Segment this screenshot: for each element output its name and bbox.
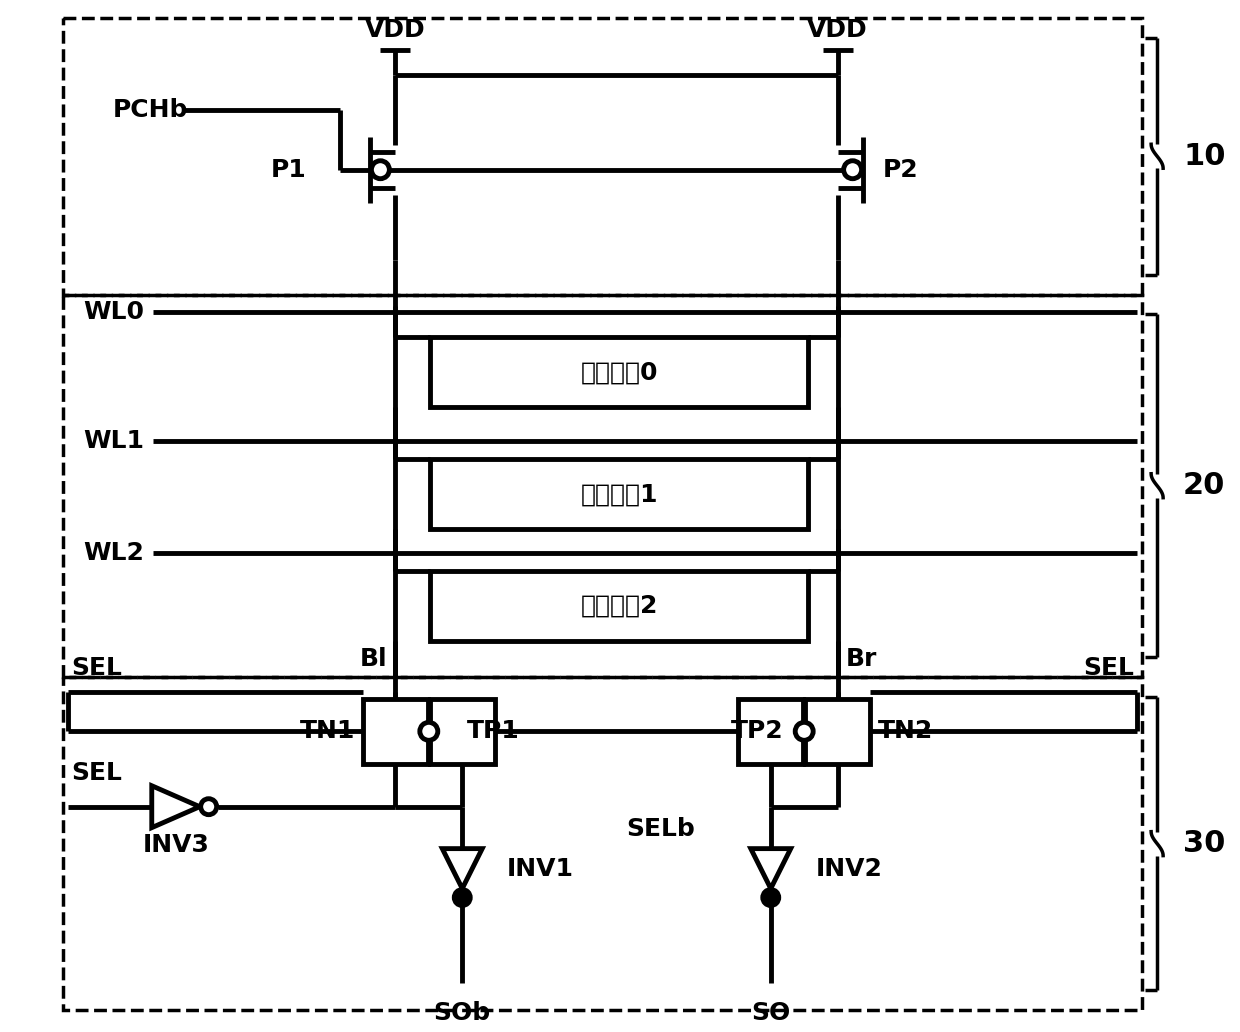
Bar (63, 18, 1142, 294)
Circle shape (372, 161, 389, 179)
Circle shape (420, 722, 438, 740)
Text: 30: 30 (1183, 829, 1225, 859)
Text: INV2: INV2 (816, 857, 883, 880)
Text: SEL: SEL (71, 761, 122, 784)
Text: P1: P1 (270, 158, 306, 182)
Text: SEL: SEL (71, 656, 122, 680)
Text: WL1: WL1 (83, 429, 144, 453)
Circle shape (795, 722, 813, 740)
Text: 10: 10 (1183, 141, 1225, 170)
Circle shape (201, 799, 217, 814)
Text: 存储单元0: 存储单元0 (580, 360, 657, 384)
Text: SO: SO (751, 1001, 790, 1026)
Bar (63, 294, 1142, 677)
Text: TP1: TP1 (467, 719, 520, 743)
Text: TN2: TN2 (878, 719, 934, 743)
Bar (430, 571, 807, 641)
Text: SEL: SEL (1084, 656, 1135, 680)
Circle shape (458, 893, 467, 903)
Polygon shape (151, 785, 200, 828)
Text: 存储单元2: 存储单元2 (580, 594, 657, 618)
Text: VDD: VDD (807, 18, 868, 42)
Bar (430, 699, 495, 764)
Circle shape (763, 890, 779, 905)
Circle shape (843, 161, 862, 179)
Text: TN1: TN1 (300, 719, 355, 743)
Bar (363, 699, 428, 764)
Text: PCHb: PCHb (113, 98, 188, 122)
Text: Bl: Bl (360, 647, 387, 671)
Circle shape (766, 893, 776, 903)
Text: 存储单元1: 存储单元1 (580, 482, 657, 507)
Bar (738, 699, 804, 764)
Bar (430, 337, 807, 408)
Text: INV1: INV1 (507, 857, 574, 880)
Text: P2: P2 (883, 158, 918, 182)
Text: SOb: SOb (434, 1001, 491, 1026)
Text: SELb: SELb (626, 816, 696, 841)
Polygon shape (443, 848, 482, 889)
Text: VDD: VDD (365, 18, 425, 42)
Bar (63, 677, 1142, 1010)
Circle shape (454, 890, 470, 905)
Text: WL0: WL0 (83, 300, 144, 324)
Text: INV3: INV3 (143, 833, 210, 857)
Bar (430, 459, 807, 529)
Polygon shape (750, 848, 791, 889)
Text: Br: Br (846, 647, 877, 671)
Bar (805, 699, 870, 764)
Text: WL2: WL2 (83, 541, 144, 566)
Text: TP2: TP2 (730, 719, 784, 743)
Text: 20: 20 (1183, 472, 1225, 501)
